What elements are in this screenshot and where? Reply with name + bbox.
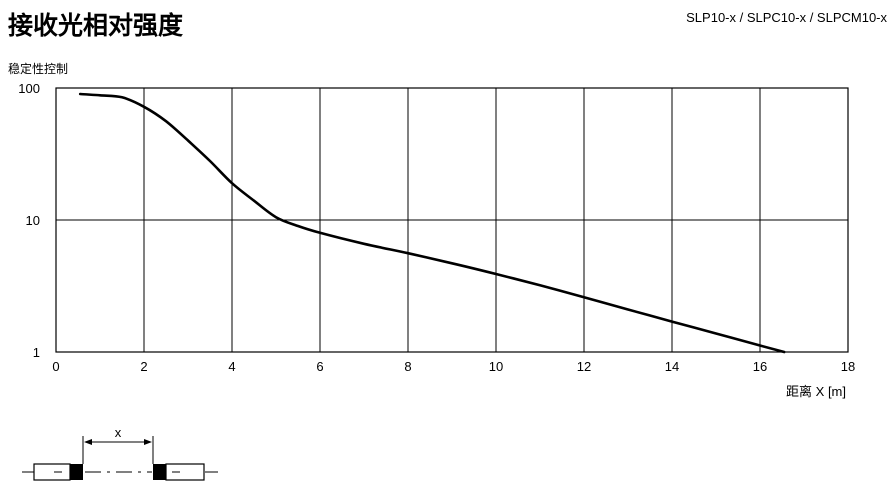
y-tick-label: 100: [18, 81, 40, 96]
page-title: 接收光相对强度: [8, 11, 184, 40]
receiver-lens: [153, 464, 166, 480]
plot-frame: [55, 87, 849, 353]
chart: 稳定性控制 距离 X [m] 0 2 4 6 8 10 12 14 16 18 1 10 100: [8, 61, 855, 399]
y-axis-label: 稳定性控制: [8, 61, 68, 76]
y-tick-label: 1: [33, 345, 40, 360]
x-tick-label: 2: [140, 359, 147, 374]
grid: [56, 88, 848, 352]
x-tick-label: 14: [665, 359, 679, 374]
distance-label: x: [115, 425, 122, 440]
dimension-arrow-left: [84, 439, 92, 445]
model-numbers: SLP10-x / SLPC10-x / SLPCM10-x: [686, 10, 887, 25]
receiver-body: [165, 463, 205, 481]
x-tick-label: 8: [404, 359, 411, 374]
x-axis-label: 距离 X [m]: [786, 384, 846, 399]
tick-labels: 0 2 4 6 8 10 12 14 16 18 1 10 100: [18, 81, 855, 374]
x-tick-label: 12: [577, 359, 591, 374]
x-tick-label: 18: [841, 359, 855, 374]
x-tick-label: 16: [753, 359, 767, 374]
y-tick-label: 10: [26, 213, 40, 228]
emitter-body: [33, 463, 71, 481]
dimension-arrow-right: [144, 439, 152, 445]
x-tick-label: 0: [52, 359, 59, 374]
x-tick-label: 4: [228, 359, 235, 374]
series-line: [78, 92, 786, 354]
emitter-lens: [70, 464, 83, 480]
x-tick-label: 6: [316, 359, 323, 374]
x-tick-label: 10: [489, 359, 503, 374]
